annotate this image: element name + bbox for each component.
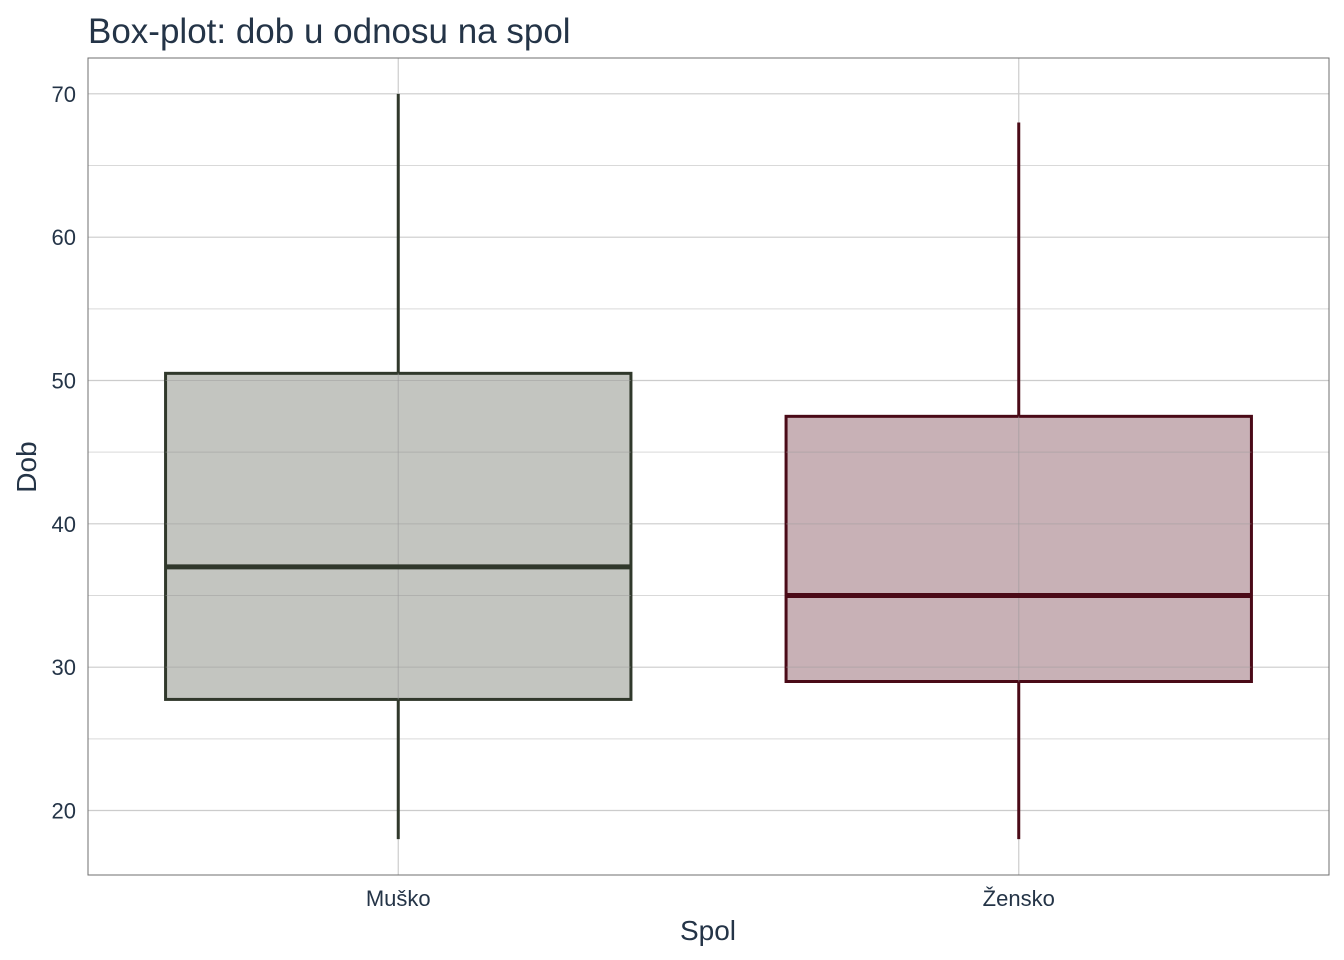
y-axis-title: Dob (11, 441, 42, 492)
x-axis-title: Spol (680, 915, 736, 946)
y-tick-label: 30 (52, 655, 76, 680)
chart-title: Box-plot: dob u odnosu na spol (88, 12, 571, 51)
panel-border (87, 57, 1330, 876)
y-tick-label: 70 (52, 82, 76, 107)
y-tick-label: 50 (52, 369, 76, 394)
y-tick-label: 20 (52, 799, 76, 824)
label-layer: 20 30 40 50 60 70 Muško Žensko (52, 82, 1055, 911)
x-tick-label: Žensko (983, 886, 1055, 911)
y-tick-label: 60 (52, 225, 76, 250)
x-tick-label: Muško (366, 886, 431, 911)
box-layer (164, 93, 1253, 840)
y-tick-label: 40 (52, 512, 76, 537)
